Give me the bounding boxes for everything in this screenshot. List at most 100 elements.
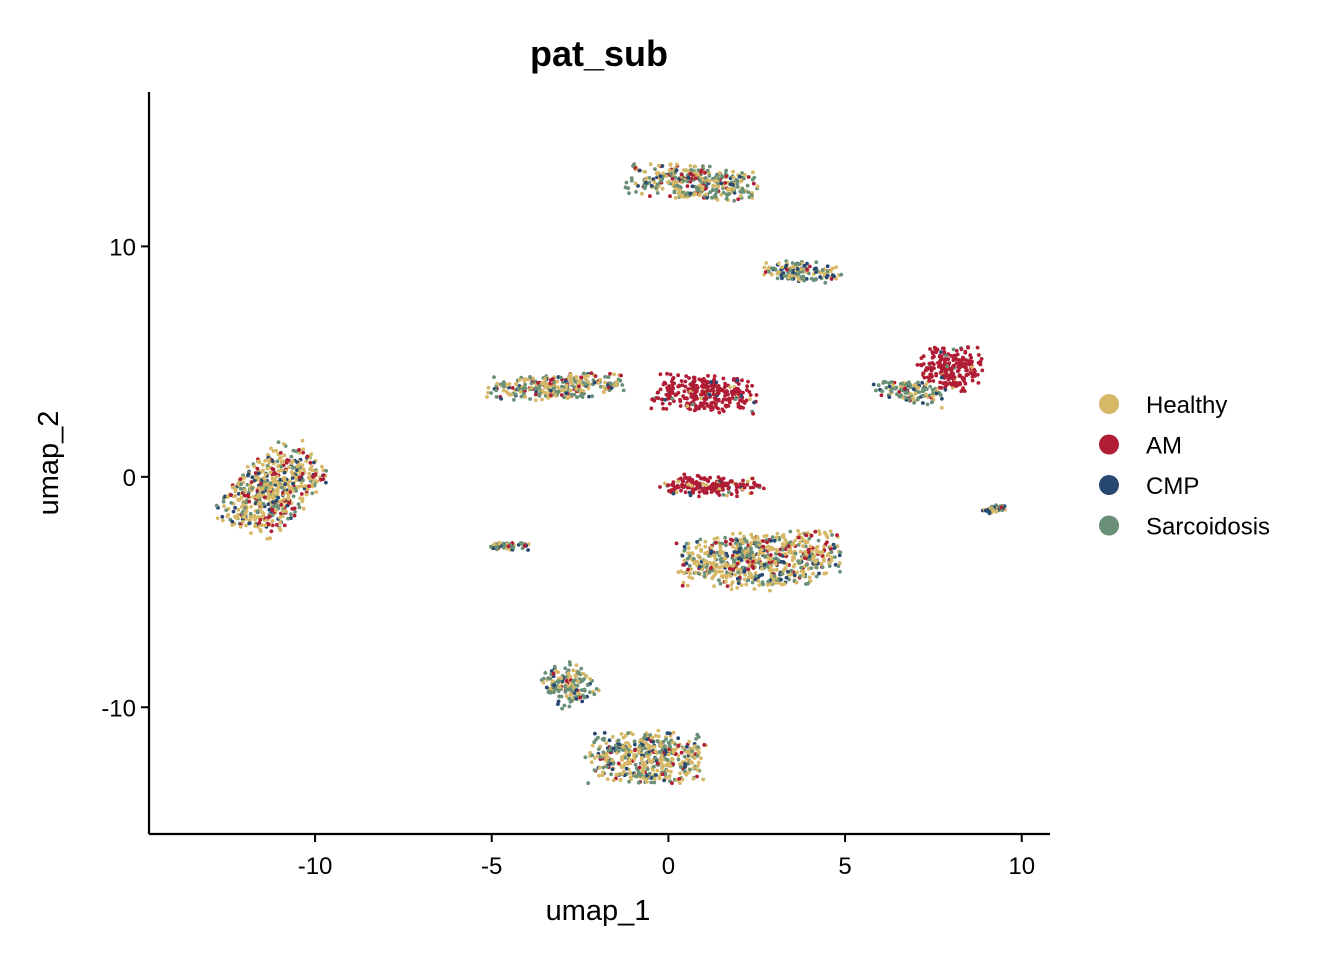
data-point [667,168,672,173]
data-point [915,363,920,367]
data-point [238,487,243,491]
data-point [700,476,705,481]
data-point [603,375,607,379]
data-point [740,565,745,570]
data-point [575,395,579,400]
data-point [271,504,275,509]
data-point [729,583,734,587]
data-point [738,482,743,487]
data-point [638,168,642,173]
data-point [770,535,775,539]
data-point [782,274,787,278]
legend-swatch [1099,475,1119,495]
data-point [606,385,611,390]
data-point [271,493,276,498]
data-point [563,684,567,689]
data-point [618,777,623,782]
data-point [674,187,679,191]
data-point [696,172,700,177]
data-point [703,171,707,175]
data-point [938,362,942,367]
data-point [669,769,673,774]
data-point [703,551,707,556]
data-point [784,263,789,268]
data-point [544,685,549,690]
data-point [552,690,556,695]
data-point [275,459,280,464]
data-point [691,490,695,495]
data-point [657,750,662,754]
data-point [742,569,747,574]
data-point [829,547,833,552]
data-point [265,453,270,457]
data-point [290,476,295,480]
data-point [676,384,681,389]
data-point [754,574,758,578]
data-point [966,345,970,350]
data-point [264,485,269,490]
data-point [590,394,595,399]
data-point [689,392,694,397]
data-point [737,547,742,551]
data-point [239,496,244,500]
data-point [253,517,257,522]
data-point [256,459,260,464]
data-point [871,382,876,387]
data-point [709,380,713,384]
data-point [685,485,690,490]
data-point [643,746,647,751]
data-point [486,385,491,390]
data-point [567,696,572,701]
data-point [246,472,251,476]
data-point [708,475,712,480]
data-point [686,551,691,555]
data-point [690,184,695,189]
data-point [643,761,648,766]
data-point [702,391,706,395]
data-point [230,523,235,527]
data-point [707,570,712,575]
data-point [736,197,741,202]
data-point [686,482,690,487]
data-point [901,395,906,400]
data-point [715,550,720,555]
data-point [592,740,597,745]
data-point [939,393,943,397]
data-point [711,553,716,558]
data-point [576,670,580,675]
data-point [773,267,778,272]
data-point [690,381,695,386]
data-point [679,488,683,493]
data-point [685,757,689,762]
data-point [690,576,695,581]
data-point [755,184,760,189]
data-point [725,493,729,498]
data-point [682,544,687,549]
data-point [756,579,761,583]
data-point [802,570,806,575]
data-point [263,482,267,487]
data-point [682,769,687,773]
data-point [671,730,676,735]
data-point [945,364,949,369]
data-point [555,379,560,384]
data-point [963,381,968,386]
data-point [628,761,633,766]
data-point [821,556,826,561]
data-point [672,190,677,195]
data-point [547,381,552,386]
data-point [970,378,975,383]
data-point [828,269,833,274]
data-point [740,171,744,175]
data-point [698,537,703,542]
data-point [820,268,825,272]
data-point [775,549,779,553]
data-point [799,267,804,271]
data-point [913,391,918,396]
data-point [739,583,744,588]
data-point [748,397,752,402]
data-point [301,478,305,483]
data-point [629,749,634,754]
data-point [523,382,527,387]
data-point [707,164,712,169]
